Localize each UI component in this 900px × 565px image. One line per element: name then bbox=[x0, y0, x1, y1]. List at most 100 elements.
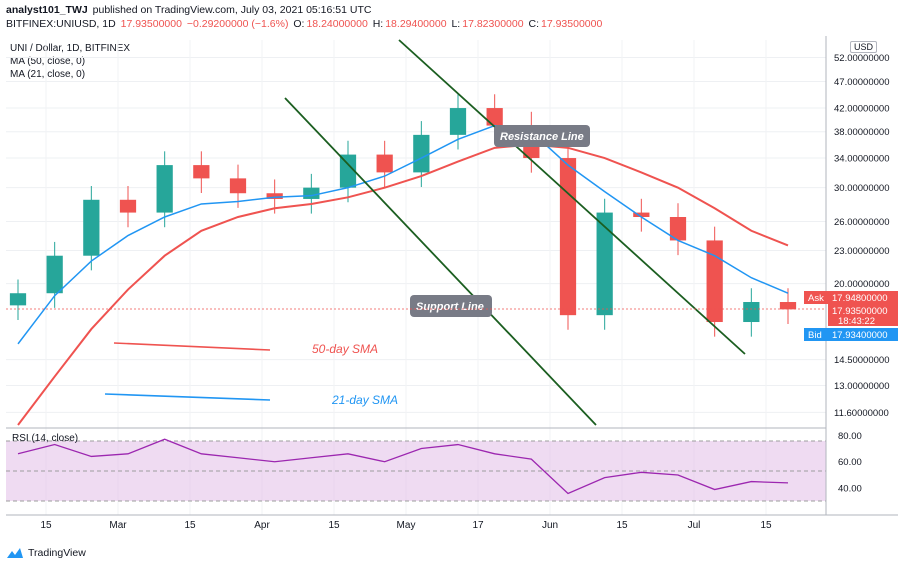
candle-body bbox=[83, 199, 100, 256]
footer: TradingView bbox=[6, 547, 86, 559]
ma21-line bbox=[17, 124, 789, 345]
candle-body bbox=[229, 178, 247, 194]
price-axis: 52.00000000 47.00000000 42.00000000 38.0000… bbox=[834, 53, 889, 419]
legend-title[interactable]: UNI / Dollar, 1D, BITFINEX bbox=[10, 43, 131, 54]
candle-body bbox=[266, 193, 283, 199]
low-value: 17.82300000 bbox=[462, 18, 524, 30]
candles-layer bbox=[9, 94, 797, 337]
time-tick-label: Jun bbox=[542, 520, 558, 531]
symbol-label: BITFINEX:UNIUSD, 1D bbox=[6, 18, 116, 30]
candle-body bbox=[9, 293, 27, 306]
rsi-tick-label: 40.00 bbox=[838, 484, 862, 495]
chart-grid bbox=[6, 40, 826, 515]
last-price: 17.93500000 bbox=[120, 18, 182, 30]
price-tick-label: 47.00000000 bbox=[834, 77, 889, 88]
time-tick-label: May bbox=[397, 520, 416, 531]
ask-value: 17.94800000 bbox=[832, 293, 887, 304]
bid-value: 17.93400000 bbox=[832, 330, 887, 341]
ask-label-box bbox=[804, 291, 828, 304]
rsi-tick-label: 60.00 bbox=[838, 457, 862, 468]
rsi-tick-label: 80.00 bbox=[838, 431, 862, 442]
bid-value-box bbox=[828, 328, 898, 341]
published-text: published on TradingView.com, July 03, 2… bbox=[92, 4, 372, 16]
candle-body bbox=[743, 302, 760, 323]
high-value: 18.29400000 bbox=[385, 18, 447, 30]
price-chart[interactable]: 50-day SMA 21-day SMA Resistance Line Su… bbox=[0, 0, 900, 540]
price-change: −0.29200000 (−1.6%) bbox=[186, 18, 289, 30]
price-tick-label: 42.00000000 bbox=[834, 104, 889, 115]
currency-button[interactable]: USD bbox=[849, 41, 877, 53]
close-value: 17.93500000 bbox=[540, 18, 603, 30]
price-tick-label: 38.00000000 bbox=[834, 127, 889, 138]
time-tick-label: 15 bbox=[40, 520, 52, 531]
time-tick-label: Mar bbox=[109, 520, 127, 531]
time-tick-label: 17 bbox=[472, 520, 484, 531]
candle-body bbox=[706, 240, 723, 323]
high-label: H: bbox=[372, 18, 384, 30]
open-value: 18.24000000 bbox=[306, 18, 368, 30]
candle-body bbox=[119, 199, 137, 213]
rsi-axis: 80.00 60.00 40.00 bbox=[838, 431, 862, 495]
candle-body bbox=[633, 212, 650, 217]
last-timer: 18:43:22 bbox=[838, 316, 875, 327]
last-value: 17.93500000 bbox=[832, 306, 887, 317]
ohlc-line: BITFINEX:UNIUSD, 1D 17.93500000 −0.29200… bbox=[6, 18, 604, 30]
candle-body bbox=[46, 255, 63, 294]
candle-body bbox=[596, 212, 613, 316]
time-tick-label: Jul bbox=[688, 520, 701, 531]
candle-body bbox=[193, 165, 210, 179]
price-tick-label: 13.00000000 bbox=[834, 381, 889, 392]
legend-ma21[interactable]: MA (21, close, 0) bbox=[10, 69, 86, 80]
time-tick-label: 15 bbox=[760, 520, 772, 531]
time-tick-label: 15 bbox=[328, 520, 340, 531]
price-tick-label: 30.00000000 bbox=[834, 183, 889, 194]
sma21-annotation-line bbox=[104, 393, 271, 401]
publisher-name[interactable]: analyst101_TWJ bbox=[6, 4, 88, 16]
candle-body bbox=[303, 187, 320, 199]
candle-body bbox=[486, 108, 503, 126]
candle-body bbox=[156, 165, 173, 213]
candle-body bbox=[559, 158, 577, 316]
sma21-annotation-text: 21-day SMA bbox=[331, 393, 398, 407]
resistance-trendline[interactable] bbox=[398, 39, 746, 355]
footer-brand[interactable]: TradingView bbox=[28, 547, 86, 559]
last-value-box bbox=[828, 304, 898, 326]
sma50-annotation-text: 50-day SMA bbox=[312, 342, 378, 356]
open-label: O: bbox=[293, 18, 305, 30]
tradingview-logo-icon[interactable] bbox=[6, 547, 24, 559]
support-callout-text: Support Line bbox=[416, 301, 484, 313]
resistance-callout-box bbox=[494, 125, 590, 147]
support-callout-box bbox=[410, 295, 492, 317]
chart-header: analyst101_TWJ published on TradingView.… bbox=[6, 4, 373, 16]
candle-body bbox=[779, 302, 797, 310]
close-label: C: bbox=[528, 18, 539, 30]
price-tick-label: 20.00000000 bbox=[834, 279, 889, 290]
ask-value-box bbox=[828, 291, 898, 304]
rsi-legend: RSI (14, close) bbox=[12, 433, 78, 444]
price-tick-label: 52.00000000 bbox=[834, 53, 889, 64]
low-label: L: bbox=[451, 18, 461, 30]
candle-body bbox=[339, 154, 357, 188]
ask-label: Ask bbox=[808, 293, 824, 304]
rsi-line bbox=[17, 438, 789, 495]
indicator-legend: UNI / Dollar, 1D, BITFINEX MA (50, close… bbox=[10, 42, 130, 81]
price-tick-label: 14.50000000 bbox=[834, 355, 889, 366]
candle-body bbox=[449, 108, 467, 135]
legend-ma50[interactable]: MA (50, close, 0) bbox=[10, 56, 86, 67]
price-tick-label: 26.00000000 bbox=[834, 217, 889, 228]
time-axis: 15 Mar 15 Apr 15 May 17 Jun 15 Jul 15 bbox=[40, 520, 772, 531]
candle-body bbox=[376, 154, 393, 173]
candle-body bbox=[669, 216, 687, 241]
price-tick-label: 34.00000000 bbox=[834, 154, 889, 165]
price-tick-label: 11.60000000 bbox=[834, 408, 889, 419]
time-tick-label: 15 bbox=[184, 520, 196, 531]
ma50-line bbox=[17, 143, 789, 426]
time-tick-label: Apr bbox=[254, 520, 270, 531]
resistance-callout-text: Resistance Line bbox=[500, 131, 584, 143]
price-tick-label: 23.00000000 bbox=[834, 246, 889, 257]
sma50-annotation-line bbox=[113, 342, 271, 351]
bid-label: Bid bbox=[808, 330, 822, 341]
candle-body bbox=[413, 134, 430, 173]
bid-label-box bbox=[804, 328, 828, 341]
support-trendline[interactable] bbox=[284, 97, 597, 426]
